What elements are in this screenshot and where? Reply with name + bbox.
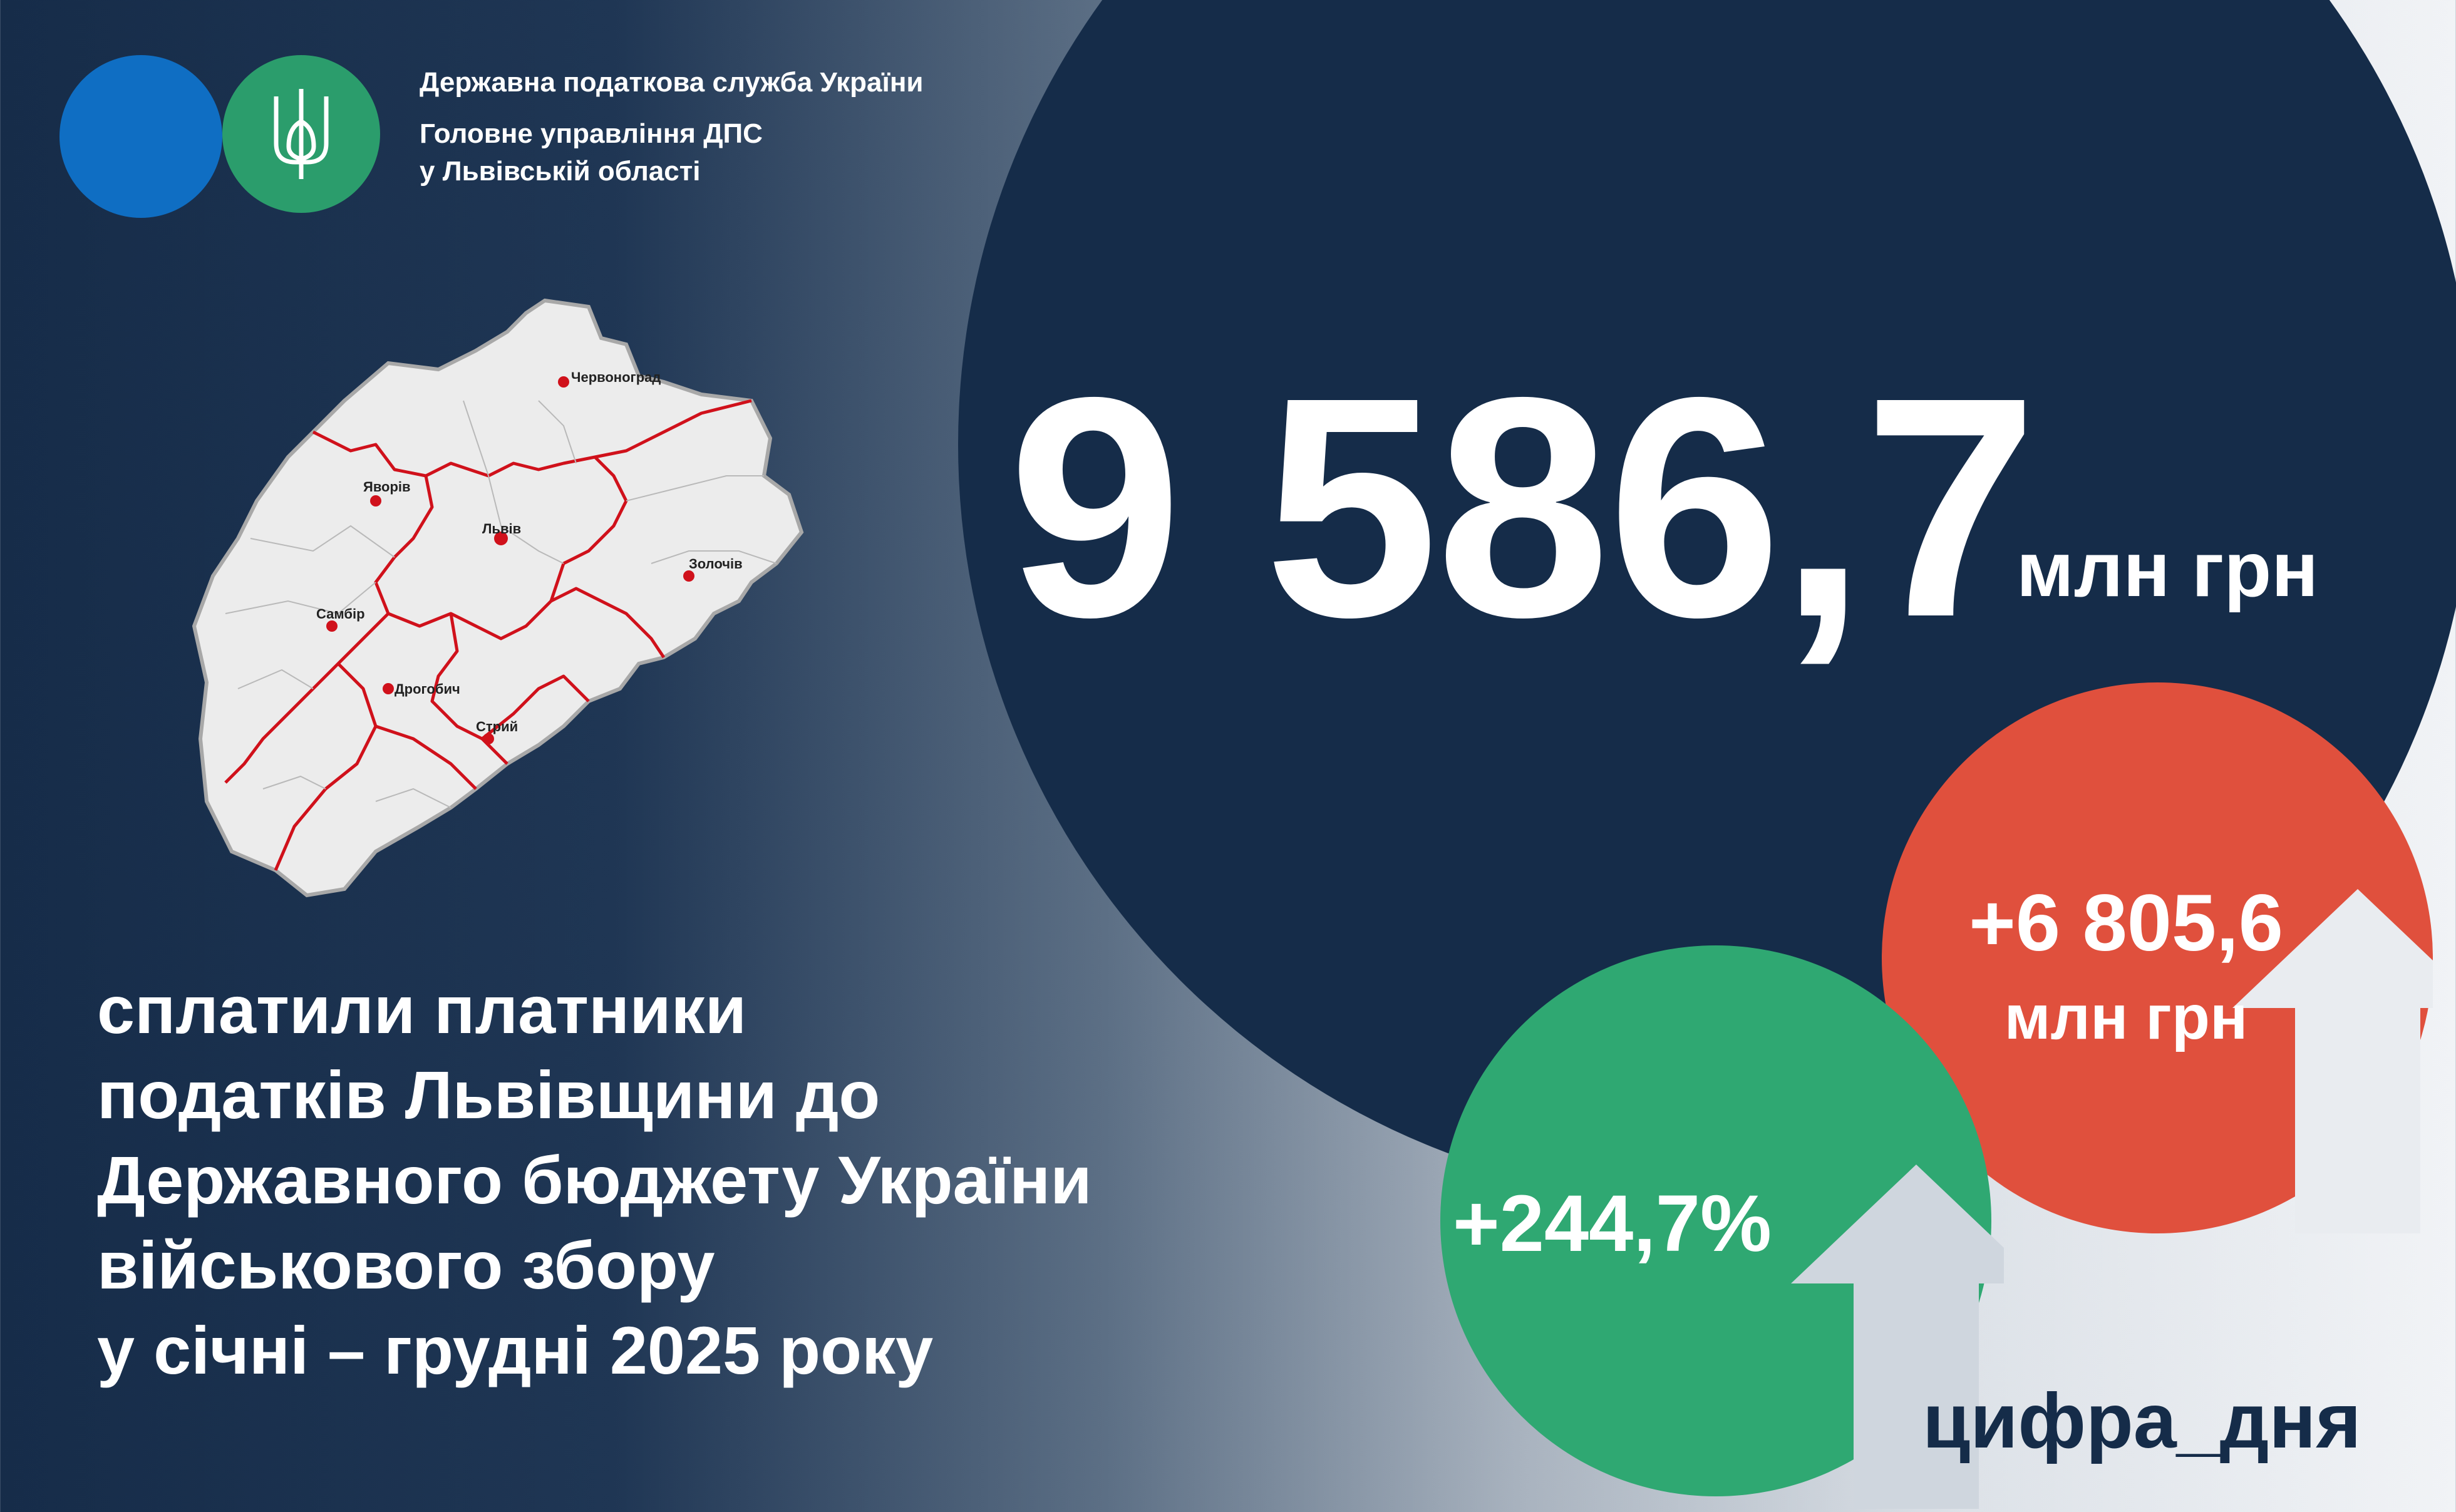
map-city-label: Червоноград xyxy=(571,369,661,385)
map-city-label: Яворів xyxy=(363,479,411,495)
growth-absolute-unit: млн грн xyxy=(2004,982,2248,1052)
map-city-label: Самбір xyxy=(316,606,365,622)
logo-blue-circle xyxy=(59,55,222,218)
caption-line: Державного бюджету України xyxy=(97,1142,1092,1218)
map-city-label: Львів xyxy=(482,521,521,537)
map-svg: Червоноград Яворів Львів Золочів Самбір … xyxy=(192,298,804,898)
main-stat-unit: млн грн xyxy=(2016,527,2319,613)
map-city-label: Стрий xyxy=(476,719,518,734)
main-stat-value: 9 586,7 xyxy=(1008,332,2038,682)
hashtag: цифра_дня xyxy=(1922,1378,2361,1464)
map-city-label: Дрогобич xyxy=(395,681,460,697)
lviv-oblast-map: Червоноград Яворів Львів Золочів Самбір … xyxy=(188,288,814,917)
caption: сплатили платники податків Львівщини до … xyxy=(97,967,1092,1393)
caption-line: податків Львівщини до xyxy=(97,1057,880,1133)
growth-percent-value: +244,7% xyxy=(1453,1179,1772,1268)
caption-line: сплатили платники xyxy=(97,972,747,1047)
organization-name: Державна податкова служба України xyxy=(420,67,924,98)
growth-percent-circle xyxy=(1428,933,2041,1509)
growth-absolute-value: +6 805,6 xyxy=(1969,878,2283,968)
trident-logo xyxy=(222,55,380,213)
caption-line: військового збору xyxy=(97,1227,715,1303)
caption-line: у січні – грудні 2025 року xyxy=(97,1312,934,1388)
department-line-1: Головне управління ДПС xyxy=(420,118,763,149)
growth-absolute-circle xyxy=(1882,682,2456,1233)
map-city-label: Золочів xyxy=(689,556,743,572)
department-line-2: у Львівській області xyxy=(420,156,701,187)
trident-icon xyxy=(274,89,329,179)
